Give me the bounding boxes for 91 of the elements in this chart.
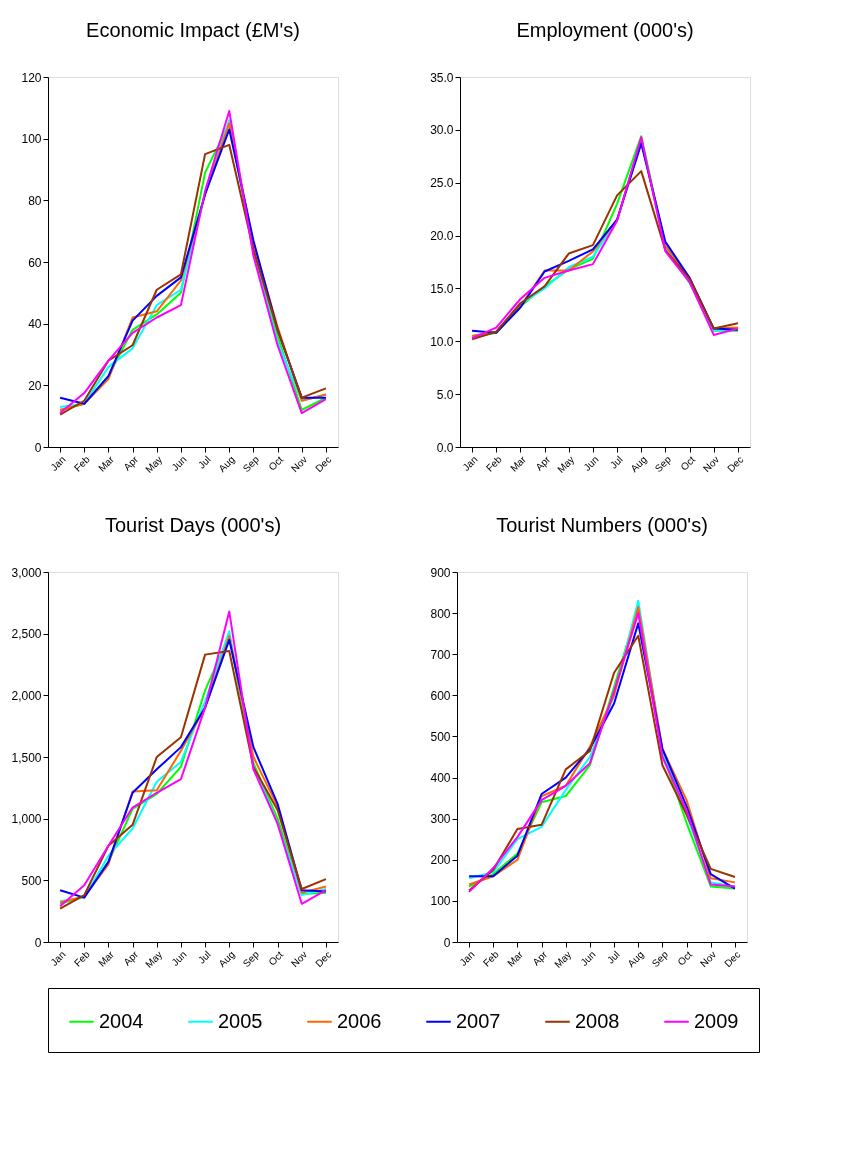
y-tick-label: 2,000 [11,688,42,703]
y-tick-label: 200 [430,853,451,868]
x-tick-label: Jul [607,453,625,471]
y-tick-label: 100 [430,894,451,909]
y-tick-label: 40 [28,317,42,332]
x-tick-label: Apr [530,948,550,968]
y-tick-label: 5.0 [436,387,454,402]
x-tick-label: Jun [581,453,601,473]
x-tick-label: Mar [96,453,117,474]
x-tick-label: Nov [288,453,310,475]
x-tick-label: Dec [722,948,743,970]
x-tick-label: Mar [96,948,117,969]
x-tick-label: Mar [508,453,529,474]
legend-label: 2004 [99,1009,144,1032]
y-tick-label: 1,000 [11,812,42,827]
x-tick-label: Jul [195,948,213,966]
x-tick-label: Sep [652,453,674,475]
x-tick-label: Jun [169,948,189,968]
legend-label: 2005 [218,1009,263,1032]
y-tick-label: 30.0 [430,123,454,138]
x-tick-label: Apr [121,453,141,473]
x-tick-label: Jun [169,453,189,473]
x-tick-label: Jan [460,453,480,473]
y-tick-label: 500 [430,729,451,744]
y-tick-label: 10.0 [430,334,454,349]
x-tick-label: Nov [288,948,310,970]
y-tick-label: 700 [430,647,451,662]
chart-title: Tourist Numbers (000's) [496,514,708,536]
x-tick-label: Oct [675,948,695,968]
x-tick-label: Sep [649,948,671,970]
legend-label: 2006 [337,1009,382,1032]
x-tick-label: May [552,948,574,970]
y-tick-label: 2,500 [11,627,42,642]
x-tick-label: Nov [697,948,719,970]
y-tick-label: 500 [21,873,42,888]
chart-title: Employment (000's) [516,19,694,41]
x-tick-label: Jan [457,948,477,968]
x-tick-label: Jan [48,948,68,968]
y-tick-label: 300 [430,812,451,827]
x-tick-label: May [143,948,165,970]
y-tick-label: 20 [28,378,42,393]
y-tick-label: 35.0 [430,70,454,85]
x-tick-label: Jul [195,453,213,471]
y-tick-label: 15.0 [430,281,454,296]
x-tick-label: Aug [628,453,649,475]
y-tick-label: 1,500 [11,750,42,765]
y-tick-label: 3,000 [11,565,42,580]
x-tick-label: Apr [533,453,553,473]
x-tick-label: Apr [121,948,141,968]
y-tick-label: 0 [443,935,451,950]
y-tick-label: 60 [28,255,42,270]
x-tick-label: Feb [483,453,505,474]
x-tick-label: Dec [725,453,746,475]
x-tick-label: Oct [678,453,698,473]
x-tick-label: Nov [700,453,722,475]
y-tick-label: 800 [430,606,451,621]
legend-label: 2007 [456,1009,501,1032]
x-tick-label: May [555,453,577,475]
x-tick-label: Aug [216,948,237,970]
line-series [471,170,739,341]
y-tick-label: 120 [21,70,42,85]
x-tick-label: Feb [71,948,93,969]
x-tick-label: Aug [216,453,237,475]
y-tick-label: 20.0 [430,229,454,244]
x-tick-label: May [143,453,165,475]
legend-label: 2008 [575,1009,620,1032]
chart-title: Tourist Days (000's) [104,514,282,536]
y-tick-label: 0 [34,440,42,455]
y-tick-label: 100 [21,132,42,147]
x-tick-label: Dec [313,453,334,475]
y-tick-label: 0 [34,935,42,950]
x-tick-label: Mar [505,948,526,969]
x-tick-label: Dec [313,948,334,970]
x-tick-label: Oct [266,453,286,473]
x-tick-label: Sep [240,948,262,970]
y-tick-label: 25.0 [430,176,454,191]
y-tick-label: 900 [430,565,451,580]
x-tick-label: Oct [266,948,286,968]
x-tick-label: Aug [625,948,646,970]
x-tick-label: Jan [48,453,68,473]
x-tick-label: Sep [240,453,262,475]
y-tick-label: 0.0 [436,440,454,455]
legend-label: 2009 [694,1009,739,1032]
x-tick-label: Jun [578,948,598,968]
x-tick-label: Feb [480,948,502,969]
chart-title: Economic Impact (£M's) [86,19,300,41]
y-tick-label: 80 [28,193,42,208]
y-tick-label: 600 [430,688,451,703]
x-tick-label: Jul [604,948,622,966]
x-tick-label: Feb [71,453,93,474]
y-tick-label: 400 [430,771,451,786]
